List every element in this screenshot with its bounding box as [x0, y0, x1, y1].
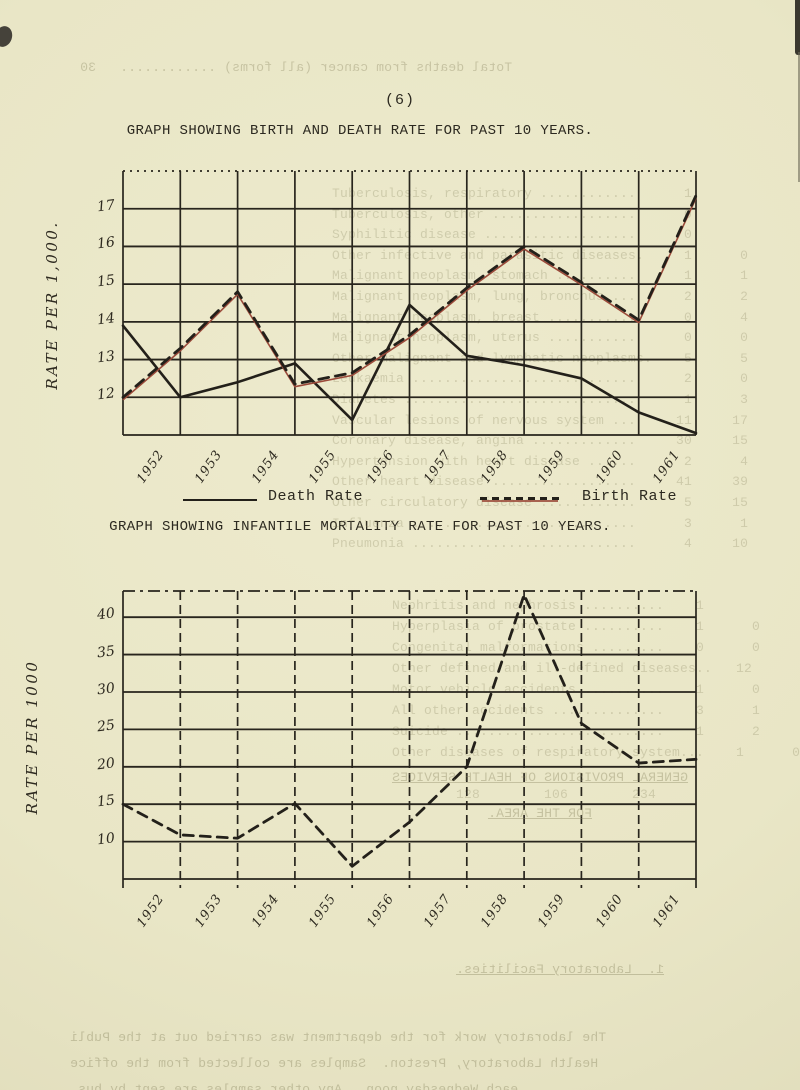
bleed-through-line: Health Laboratory, Preston. Samples are …: [70, 1056, 599, 1071]
bleed-through-line: FOR THE AREA.: [487, 806, 593, 821]
bleed-through-line: Pneumonia ............................ 4…: [332, 536, 749, 552]
x-year-label: 1952: [134, 891, 168, 931]
x-year-label: 1954: [248, 447, 283, 487]
bleed-through-line: Other defined and ill-defined diseases..…: [392, 661, 753, 676]
birth-rate-legend-label: Birth Rate: [582, 488, 678, 505]
bleed-through-line: Nephritis and nephrosis .......... 1: [392, 598, 705, 613]
bleed-through-text: Total deaths from cancer (all forms) ...…: [80, 60, 513, 75]
bleed-through-line: Leukaemia ............................ 2…: [332, 371, 749, 387]
y-tick-label: 40: [96, 605, 116, 624]
x-year-label: 1953: [191, 891, 226, 931]
birth-rate-line-sample: [480, 497, 560, 502]
bleed-through-line: Suicide .......................... 1 2 3: [392, 724, 800, 739]
bleed-through-line: Motor vehicle accidents .......... 1 0: [392, 682, 761, 697]
y-tick-label: 15: [96, 792, 116, 811]
x-year-label: 1960: [592, 891, 627, 931]
y-tick-label: 15: [96, 272, 116, 291]
bleed-through-line: Influenza ............................ 3…: [332, 515, 749, 531]
y-tick-label: 14: [96, 310, 116, 329]
bleed-through-text: The laboratory work for the department w…: [70, 1030, 730, 1090]
death-rate-legend-label: Death Rate: [268, 488, 364, 505]
bleed-through-line: Malignant neoplasm, lung, bronchus ... 2…: [332, 288, 749, 304]
x-year-label: 1961: [650, 891, 684, 931]
bleed-through-line: All other accidents .............. 3 1 4: [392, 703, 800, 718]
y-tick-label: 13: [96, 347, 116, 366]
y-tick-label: 30: [96, 680, 116, 699]
y-tick-label: 20: [96, 755, 116, 774]
bleed-through-line: Hyperplasia of prostate .......... 1 0 1: [392, 619, 800, 634]
x-year-label: 1958: [478, 891, 512, 931]
bleed-through-line: The laboratory work for the department w…: [70, 1030, 607, 1045]
bleed-through-line: Malignant neoplasm, uterus ........... 0…: [332, 330, 749, 346]
bleed-through-line: Diabetes ............................. 1…: [332, 391, 749, 407]
bottom-chart-title: GRAPH SHOWING INFANTILE MORTALITY RATE F…: [109, 519, 611, 535]
y-tick-label: 16: [96, 234, 116, 253]
bleed-through-line: Other diseases of respiratory system... …: [392, 745, 800, 760]
top-chart-y-axis-label: RATE PER 1,000.: [43, 220, 61, 390]
bleed-through-line: Congenital malformations ......... 0 0: [392, 640, 761, 655]
x-year-label: 1952: [134, 447, 168, 487]
page-number: (6): [384, 92, 415, 109]
y-tick-label: 17: [96, 196, 116, 215]
x-year-label: 1956: [363, 891, 398, 931]
x-year-label: 1959: [535, 891, 570, 931]
death-rate-line-sample: [183, 499, 257, 501]
x-year-label: 1953: [191, 447, 226, 487]
x-year-label: 1955: [306, 891, 340, 931]
bleed-through-line: Other infective and parasitic diseases. …: [332, 247, 749, 263]
y-tick-label: 35: [96, 642, 116, 661]
bleed-through-line: Other heart disease .................. 4…: [332, 474, 749, 490]
bottom-chart-y-axis-label: RATE PER 1000: [23, 659, 41, 815]
y-tick-label: 25: [96, 717, 116, 736]
y-tick-label: 10: [96, 829, 116, 848]
top-chart-title: GRAPH SHOWING BIRTH AND DEATH RATE FOR P…: [126, 123, 594, 139]
bleed-through-line: Other malignant and lymphatic neoplasms.…: [332, 350, 749, 366]
scan-mark: [795, 0, 800, 55]
bleed-through-line: Coronary disease, angina ............. 3…: [332, 433, 749, 449]
bleed-through-line: Vascular lesions of nervous system ... 1…: [332, 412, 749, 428]
bleed-through-text: 1. Laboratory Facilities.: [455, 962, 665, 977]
bleed-through-line: each Wednesday noon. Any other samples a…: [70, 1082, 519, 1090]
bleed-through-line: Syphilitic disease ................... 0: [332, 227, 693, 243]
y-tick-label: 12: [96, 385, 116, 404]
bleed-through-text: GENERAL PROVISIONS OF HEALTH SERVICES FOR…: [370, 770, 710, 842]
x-year-label: 1954: [248, 891, 283, 931]
bleed-through-line: Hypertension with heart disease ...... 2…: [332, 453, 749, 469]
bleed-through-line: GENERAL PROVISIONS OF HEALTH SERVICES: [391, 770, 689, 785]
x-year-label: 1957: [420, 891, 455, 931]
scan-mark: [798, 52, 800, 182]
bleed-through-line: Tuberculosis, other .................. 0: [332, 206, 693, 222]
bleed-through-line: Malignant neoplasm, stomach .......... 1…: [332, 268, 749, 284]
bleed-through-line: Tuberculosis, respiratory ............ 1: [332, 186, 693, 201]
bleed-through-line: Malignant neoplasm, breast ........... 0…: [332, 309, 749, 325]
scan-mark: [0, 23, 15, 50]
